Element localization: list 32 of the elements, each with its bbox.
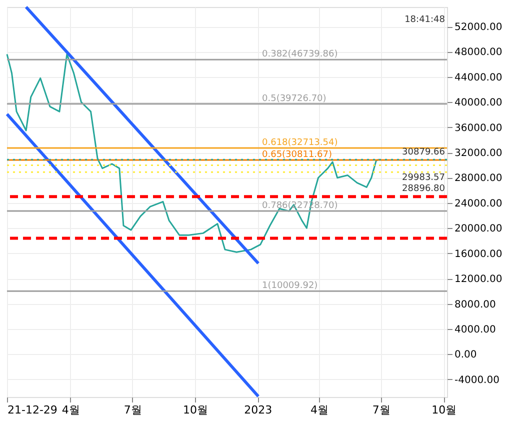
y-tick-label: 36000.00 xyxy=(454,122,502,134)
ref-line-label: 29983.57 xyxy=(402,173,445,184)
y-tick-label: 4000.00 xyxy=(454,324,496,336)
x-tick-label: 4월 xyxy=(62,404,80,416)
x-tick-label: 21-12-29 xyxy=(8,404,58,416)
ref-line-label: 0.618(32713.54) xyxy=(262,138,338,148)
y-tick-label: 20000.00 xyxy=(454,224,502,235)
y-tick-label: 16000.00 xyxy=(454,248,502,260)
y-tick-label: 12000.00 xyxy=(454,274,502,286)
x-tick-label: 10월 xyxy=(432,404,457,416)
ref-line-label: 30879.66 xyxy=(402,148,446,158)
annotation: 18:41:48 xyxy=(404,15,446,25)
x-tick-label: 4월 xyxy=(310,404,328,416)
y-tick-label: 28000.00 xyxy=(454,173,502,184)
x-tick-label: 2023 xyxy=(244,404,272,416)
y-tick-label: 8000.00 xyxy=(454,299,496,310)
y-tick-label: 52000.00 xyxy=(454,22,502,34)
ref-line-label: 0.65(30811.67) xyxy=(262,150,332,160)
y-tick-label: 24000.00 xyxy=(454,198,502,210)
y-tick-label: 48000.00 xyxy=(454,47,502,58)
y-tick-label: 0.00 xyxy=(454,350,477,361)
ref-line-label: 1(10009.92) xyxy=(262,281,318,292)
y-tick-label: -4000.00 xyxy=(454,374,500,386)
y-tick-label: 40000.00 xyxy=(454,98,502,109)
y-tick-label: 44000.00 xyxy=(454,72,502,84)
ref-line-label: 0.382(46739.86) xyxy=(262,50,338,60)
ref-line-label: 0.5(39726.70) xyxy=(262,94,326,104)
x-tick-label: 7월 xyxy=(372,404,390,416)
x-tick-label: 10월 xyxy=(182,404,208,416)
y-tick-label: 32000.00 xyxy=(454,148,502,160)
x-tick-label: 7월 xyxy=(124,404,142,416)
ref-line-label: 28896.80 xyxy=(402,184,446,194)
